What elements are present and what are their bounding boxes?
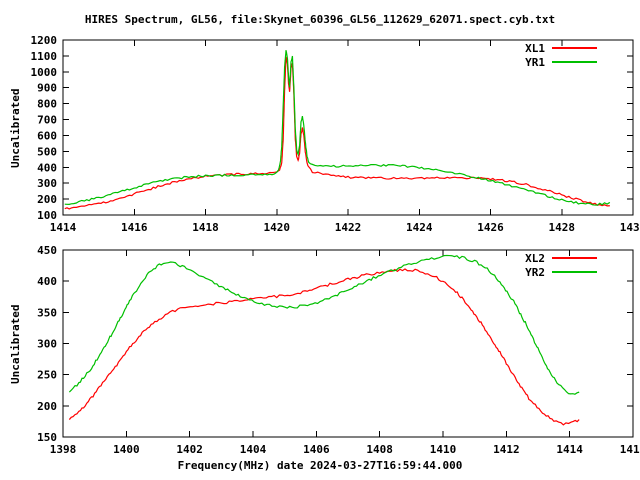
y-tick-label: 800: [37, 98, 57, 111]
y-tick-label: 400: [37, 161, 57, 174]
y-tick-label: 1000: [31, 66, 58, 79]
legend-label-yr2: YR2: [525, 266, 545, 279]
x-tick-label: 1414: [556, 443, 583, 456]
x-tick-label: 1410: [430, 443, 457, 456]
x-tick-label: 1428: [549, 221, 576, 234]
series-line-xl2: [68, 268, 580, 426]
y-tick-label: 300: [37, 338, 57, 351]
y-tick-label: 150: [37, 431, 57, 444]
x-tick-label: 1412: [493, 443, 520, 456]
y-tick-label: 600: [37, 129, 57, 142]
y-tick-label: 400: [37, 275, 57, 288]
y-tick-label: 700: [37, 114, 57, 127]
legend-label-xl2: XL2: [525, 252, 545, 265]
y-tick-label: 200: [37, 400, 57, 413]
legend-label-yr1: YR1: [525, 56, 545, 69]
series-line-yr2: [68, 254, 580, 395]
x-tick-label: 1416: [121, 221, 148, 234]
y-tick-label: 1200: [31, 34, 58, 47]
x-tick-label: 1418: [192, 221, 219, 234]
y-tick-label: 450: [37, 244, 57, 257]
x-tick-label: 1402: [176, 443, 203, 456]
x-tick-label: 1426: [477, 221, 504, 234]
x-tick-label: 1404: [240, 443, 267, 456]
y-tick-label: 250: [37, 369, 57, 382]
x-tick-label: 1398: [50, 443, 77, 456]
y-tick-label: 1100: [31, 50, 58, 63]
panel-border: [62, 39, 634, 216]
series-line-xl1: [64, 56, 610, 210]
x-tick-label: 1424: [406, 221, 433, 234]
x-tick-label: 1400: [113, 443, 140, 456]
y-tick-label: 350: [37, 306, 57, 319]
y-tick-label: 900: [37, 82, 57, 95]
x-tick-label: 1416: [620, 443, 640, 456]
x-tick-label: 1414: [50, 221, 77, 234]
x-tick-label: 1422: [335, 221, 362, 234]
y-tick-label: 100: [37, 209, 57, 222]
x-tick-label: 1408: [366, 443, 393, 456]
y-tick-label: 200: [37, 193, 57, 206]
legend-label-xl1: XL1: [525, 42, 545, 55]
y-tick-label: 300: [37, 177, 57, 190]
x-tick-label: 1430: [620, 221, 640, 234]
x-tick-label: 1406: [303, 443, 330, 456]
x-axis-label: Frequency(MHz) date 2024-03-27T16:59:44.…: [177, 459, 463, 472]
y-tick-label: 500: [37, 145, 57, 158]
chart-title: HIRES Spectrum, GL56, file:Skynet_60396_…: [84, 13, 556, 26]
series-line-yr1: [64, 50, 611, 206]
x-tick-label: 1420: [264, 221, 291, 234]
